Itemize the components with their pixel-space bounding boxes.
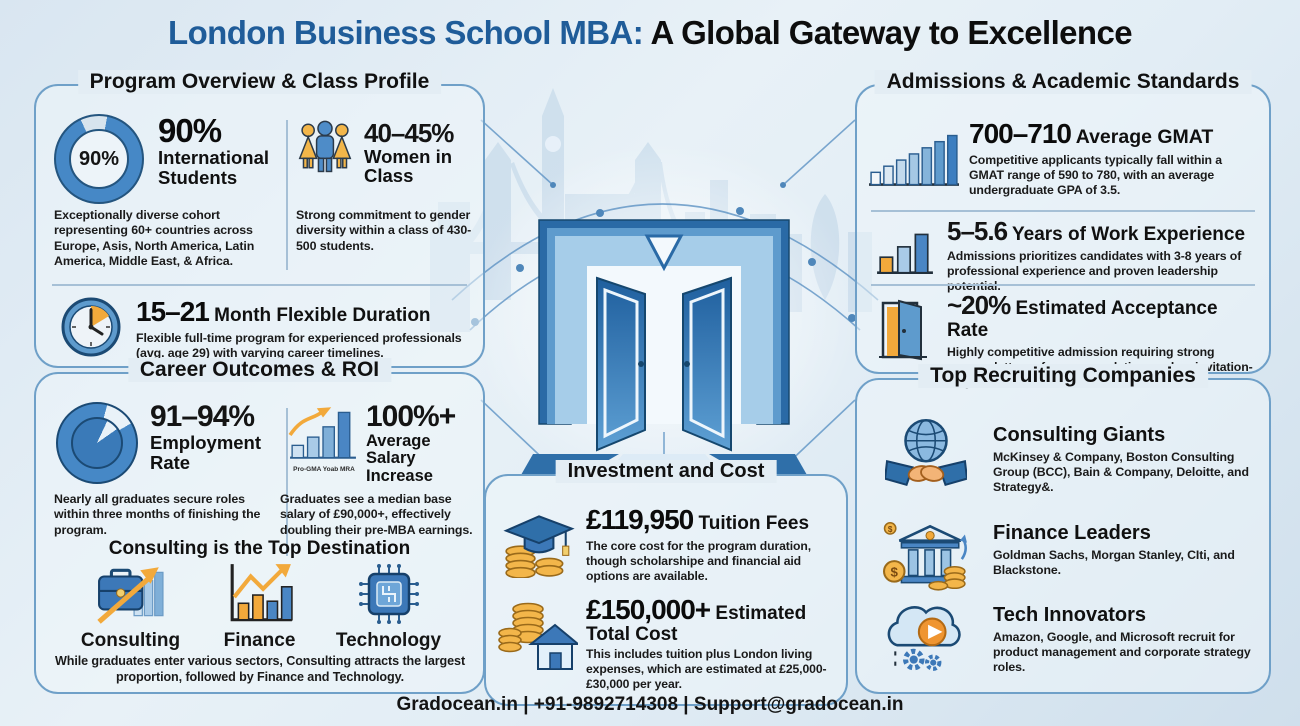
acceptance-door-icon	[879, 299, 927, 361]
acceptance-stat: ~20%	[947, 290, 1011, 320]
salary-growth-chart-icon	[288, 407, 356, 459]
admissions-section: Admissions & Academic Standards 700–710 …	[855, 70, 1271, 389]
handshake-globe-icon	[883, 418, 969, 487]
recruiting-section: Top Recruiting Companies Consulting Gian…	[855, 364, 1271, 694]
briefcase-growth-icon	[96, 567, 164, 624]
employment-label: Employment Rate	[150, 431, 262, 473]
page-title: London Business School MBA: A Global Gat…	[0, 14, 1300, 52]
destination-consulting: Consulting	[66, 562, 195, 652]
intl-students-desc: Exceptionally diverse cohort representin…	[54, 208, 255, 269]
gmat-stat: 700–710	[969, 118, 1072, 149]
employment-desc: Nearly all graduates secure roles within…	[54, 492, 261, 537]
women-label: Women in Class	[364, 145, 453, 187]
career-outcomes-section: Career Outcomes & ROI 91–94% Employment …	[34, 358, 485, 694]
bank-coins-icon: $ $	[883, 521, 967, 591]
gmat-desc: Competitive applicants typically fall wi…	[969, 153, 1223, 198]
total-cost-stat: £150,000+	[586, 594, 711, 625]
finance-chart-icon	[230, 564, 293, 622]
dollar-sign-glyph: $	[891, 565, 899, 580]
acceptance-label: Estimated Acceptance Rate	[947, 298, 1218, 341]
salary-chart-caption: Pro-GMA Yoab MRA	[293, 466, 355, 473]
salary-desc: Graduates see a median base salary of £9…	[280, 492, 473, 537]
open-door-illustration	[521, 219, 807, 475]
program-overview-section: Program Overview & Class Profile 90% 90%…	[34, 70, 485, 368]
tuition-desc: The core cost for the program duration, …	[586, 539, 811, 584]
investment-cost-title: Investment and Cost	[555, 460, 777, 483]
women-desc: Strong commitment to gender diversity wi…	[296, 208, 472, 253]
duration-desc: Flexible full-time program for experienc…	[136, 331, 462, 361]
total-cost-desc: This includes tuition plus London living…	[586, 646, 827, 692]
employment-pie-icon	[56, 402, 138, 484]
employment-stat: 91–94%	[150, 400, 255, 433]
tuition-label: Tuition Fees	[693, 513, 810, 534]
recruiting-title: Top Recruiting Companies	[918, 364, 1208, 388]
graduation-cap-coins-icon	[503, 515, 575, 578]
tech-innovators-desc: Amazon, Google, and Microsoft recruit fo…	[993, 630, 1251, 675]
dollar-sign-glyph-small: $	[888, 525, 893, 534]
admissions-title: Admissions & Academic Standards	[874, 70, 1252, 94]
salary-label: Average Salary Increase	[366, 431, 433, 486]
career-outcomes-title: Career Outcomes & ROI	[127, 358, 392, 382]
coins-house-icon	[498, 602, 578, 670]
investment-cost-section: Investment and Cost £119,950 Tuition Fee…	[484, 460, 848, 706]
finance-leaders-label: Finance Leaders	[993, 522, 1151, 544]
experience-stat: 5–5.6	[947, 216, 1008, 246]
experience-bars-icon	[877, 233, 933, 275]
experience-desc: Admissions prioritizes candidates with 3…	[947, 249, 1242, 294]
destination-subtitle: Consulting is the Top Destination	[108, 538, 411, 559]
gmat-bars-icon	[869, 134, 959, 186]
consulting-category-label: Consulting	[80, 630, 181, 651]
microchip-icon	[358, 564, 419, 624]
tech-innovators-label: Tech Innovators	[993, 604, 1146, 626]
destination-technology: Technology	[324, 562, 453, 652]
intl-students-stat: 90%	[158, 112, 222, 149]
experience-label: Years of Work Experience	[1007, 224, 1246, 245]
consulting-giants-label: Consulting Giants	[993, 424, 1166, 446]
women-stat: 40–45%	[364, 118, 454, 148]
tuition-stat: £119,950	[586, 504, 694, 535]
gmat-label: Average GMAT	[1071, 126, 1214, 148]
intl-students-label: International Students	[158, 146, 270, 188]
finance-category-label: Finance	[223, 630, 296, 651]
donut-chart-value: 90%	[78, 147, 120, 170]
cloud-tech-icon	[887, 606, 961, 671]
clock-icon	[61, 297, 121, 357]
women-group-icon	[298, 120, 352, 173]
technology-category-label: Technology	[335, 630, 442, 651]
destination-finance: Finance	[195, 562, 324, 652]
total-cost-label: Estimated Total Cost	[586, 603, 807, 645]
salary-stat: 100%+	[366, 400, 456, 433]
duration-stat: 15–21	[136, 296, 210, 327]
program-overview-title: Program Overview & Class Profile	[77, 70, 442, 94]
duration-label: Month Flexible Duration	[208, 305, 431, 326]
destination-desc: While graduates enter various sectors, C…	[54, 654, 466, 684]
footer-contact: Gradocean.in | +91-9892714308 | Support@…	[396, 694, 904, 715]
page-title-rest: A Global Gateway to Excellence	[650, 14, 1133, 51]
donut-chart-90-icon: 90%	[54, 114, 144, 204]
consulting-giants-desc: McKinsey & Company, Boston Consulting Gr…	[993, 450, 1249, 495]
page-title-highlight: London Business School MBA:	[168, 14, 651, 51]
finance-leaders-desc: Goldman Sachs, Morgan Stanley, CIti, and…	[993, 548, 1235, 578]
